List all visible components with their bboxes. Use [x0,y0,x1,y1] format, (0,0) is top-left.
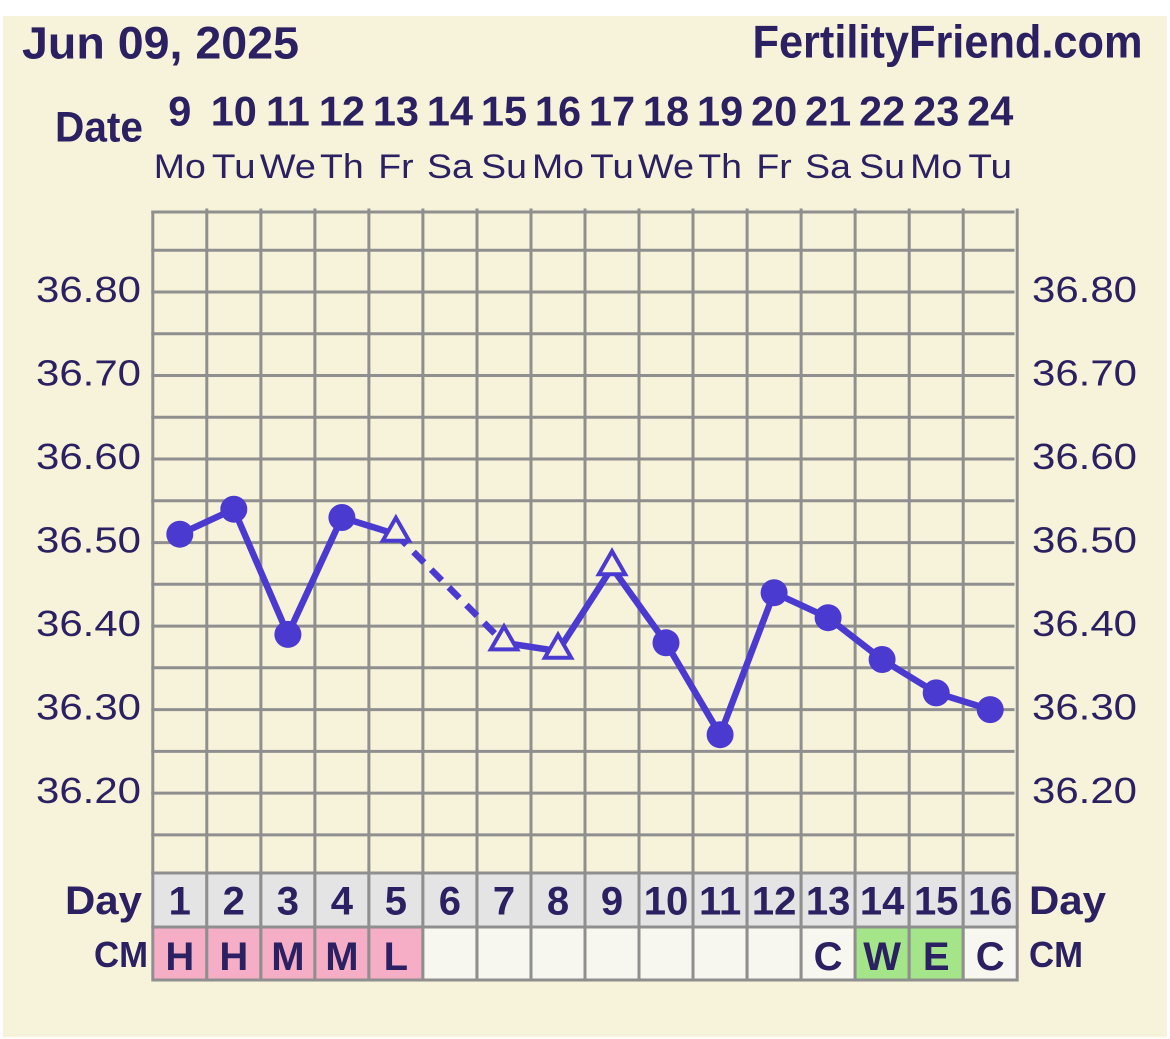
svg-text:Mo: Mo [532,148,584,186]
svg-text:15: 15 [914,880,959,924]
svg-text:13: 13 [806,880,851,924]
svg-text:11: 11 [699,880,741,924]
svg-text:Fr: Fr [378,148,413,186]
svg-text:CM: CM [94,934,148,975]
svg-text:36.30: 36.30 [36,687,141,728]
svg-text:15: 15 [481,88,527,135]
svg-text:36.60: 36.60 [1032,436,1137,477]
svg-text:36.50: 36.50 [1032,520,1137,561]
svg-text:Sa: Sa [805,148,851,186]
svg-text:M: M [325,935,358,979]
svg-text:36.60: 36.60 [36,436,141,477]
svg-text:9: 9 [601,880,623,924]
svg-text:16: 16 [968,880,1013,924]
svg-text:36.20: 36.20 [1032,770,1137,811]
svg-text:Tu: Tu [590,148,634,186]
svg-text:H: H [165,935,194,979]
svg-text:23: 23 [913,88,959,135]
svg-text:Jun 09, 2025: Jun 09, 2025 [22,18,299,69]
svg-text:Sa: Sa [427,148,473,186]
svg-text:22: 22 [859,88,905,135]
svg-text:C: C [814,935,843,979]
svg-text:16: 16 [535,88,581,135]
svg-text:M: M [271,935,304,979]
svg-text:36.80: 36.80 [1032,269,1137,310]
svg-text:14: 14 [860,880,905,924]
svg-text:10: 10 [211,88,257,135]
svg-text:36.70: 36.70 [36,353,141,394]
svg-text:Day: Day [65,879,143,923]
svg-text:1: 1 [169,880,191,924]
svg-text:6: 6 [439,880,461,924]
svg-text:Tu: Tu [212,148,256,186]
svg-text:9: 9 [168,88,191,135]
svg-text:Date: Date [55,104,143,152]
svg-text:Day: Day [1029,879,1107,923]
svg-text:21: 21 [805,88,851,135]
svg-text:11: 11 [266,88,310,135]
svg-text:19: 19 [697,88,743,135]
svg-text:Su: Su [481,148,527,186]
svg-text:12: 12 [319,88,365,135]
svg-text:W: W [863,935,901,979]
svg-text:E: E [923,935,950,979]
svg-text:36.80: 36.80 [36,269,141,310]
svg-text:10: 10 [644,880,689,924]
svg-text:C: C [976,935,1005,979]
svg-text:36.20: 36.20 [36,770,141,811]
svg-text:FertilityFriend.com: FertilityFriend.com [753,15,1143,67]
svg-text:18: 18 [643,88,689,135]
svg-text:Mo: Mo [154,148,206,186]
svg-text:L: L [384,935,408,979]
svg-text:Mo: Mo [910,148,962,186]
svg-text:8: 8 [547,880,569,924]
svg-text:Th: Th [320,148,364,186]
svg-text:2: 2 [223,880,245,924]
svg-text:7: 7 [493,880,515,924]
svg-text:36.40: 36.40 [36,603,141,644]
svg-text:36.70: 36.70 [1032,353,1137,394]
svg-text:36.40: 36.40 [1032,603,1137,644]
svg-text:Th: Th [698,148,742,186]
svg-text:Fr: Fr [756,148,791,186]
svg-text:14: 14 [427,88,473,135]
svg-text:36.30: 36.30 [1032,687,1137,728]
svg-text:H: H [219,935,248,979]
svg-text:5: 5 [385,880,407,924]
svg-text:3: 3 [277,880,299,924]
svg-text:4: 4 [331,880,354,924]
svg-text:13: 13 [373,88,419,135]
svg-text:We: We [638,148,694,186]
svg-text:We: We [260,148,316,186]
svg-text:CM: CM [1029,934,1083,975]
svg-text:36.50: 36.50 [36,520,141,561]
svg-text:17: 17 [589,88,635,135]
svg-text:Su: Su [859,148,905,186]
svg-text:20: 20 [751,88,797,135]
svg-text:24: 24 [967,88,1013,135]
svg-text:Tu: Tu [968,148,1012,186]
svg-text:12: 12 [752,880,797,924]
